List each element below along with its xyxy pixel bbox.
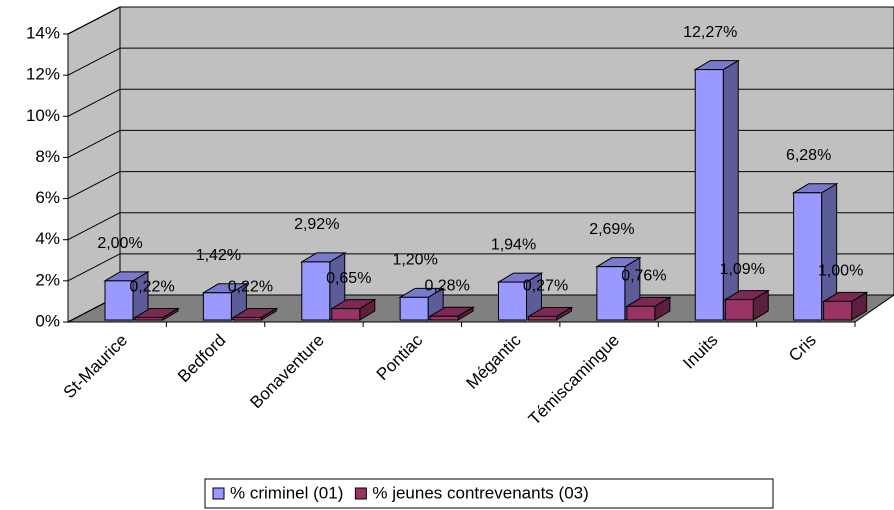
bar-front — [399, 296, 429, 321]
bar — [496, 272, 544, 321]
side-wall — [67, 6, 121, 323]
bar-front — [104, 280, 134, 321]
value-label: 0,28% — [424, 277, 469, 294]
bar — [595, 256, 642, 321]
bar — [526, 306, 574, 321]
value-label: 2,69% — [589, 221, 634, 238]
bar — [231, 307, 279, 321]
bar-front — [498, 281, 527, 321]
bar — [791, 182, 839, 321]
bar-side — [722, 59, 739, 321]
legend-swatch — [212, 487, 225, 500]
grid-line — [67, 47, 121, 76]
grid-line — [67, 88, 121, 117]
y-tick-label: 12% — [26, 65, 60, 84]
grid-line — [67, 253, 121, 282]
bar — [103, 270, 150, 321]
x-tick-label: Cris — [785, 331, 820, 366]
legend-swatch — [354, 487, 367, 500]
floor — [67, 294, 894, 323]
x-tick-label: Pontiac — [373, 330, 427, 384]
y-tick-label: 2% — [35, 270, 60, 289]
y-tick-label: 6% — [35, 188, 60, 207]
y-tick-label: 14% — [26, 23, 60, 42]
bar-front — [823, 300, 853, 321]
value-label: 12,27% — [683, 24, 737, 41]
bar-front — [301, 261, 331, 321]
bar-front — [596, 266, 626, 321]
value-label: 2,92% — [294, 216, 339, 233]
value-label: 6,28% — [786, 147, 831, 164]
bar — [329, 298, 377, 321]
bar — [428, 306, 475, 321]
value-label: 1,09% — [720, 261, 765, 278]
value-label: 2,00% — [97, 235, 142, 252]
grid-line — [67, 171, 121, 200]
bar-front — [134, 316, 164, 321]
bar — [299, 252, 347, 321]
value-label: 0,27% — [523, 278, 568, 295]
x-tick-label: Bedford — [174, 331, 230, 387]
grid-line — [67, 129, 121, 158]
grid-line — [67, 212, 121, 241]
x-tick-label: Mégantic — [462, 330, 525, 393]
bar — [133, 307, 180, 321]
y-tick-label: 8% — [35, 147, 60, 166]
bar-front — [626, 305, 656, 321]
value-label: 1,00% — [818, 263, 863, 280]
bar-front — [793, 192, 823, 321]
bar — [201, 282, 249, 321]
legend-label: % criminel (01) — [230, 483, 343, 502]
value-label: 0,65% — [326, 270, 371, 287]
value-label: 0,22% — [228, 279, 273, 296]
bar-front — [694, 69, 724, 321]
bar-front — [724, 299, 754, 321]
value-label: 1,42% — [196, 247, 241, 264]
bar — [625, 296, 672, 321]
y-tick-label: 4% — [35, 229, 60, 248]
bar-front — [232, 316, 262, 321]
bar-front — [331, 308, 361, 321]
bar — [693, 59, 741, 321]
bar — [723, 289, 771, 321]
grid-line — [67, 6, 121, 35]
x-tick-label: Témiscamingue — [525, 331, 623, 429]
value-label: 0,22% — [129, 279, 174, 296]
legend: % criminel (01) % jeunes contrevenants (0… — [204, 478, 774, 509]
bar — [821, 291, 869, 321]
x-tick-label: Bonaventure — [246, 331, 328, 413]
y-tick-label: 0% — [35, 311, 60, 330]
bar-front — [429, 315, 459, 321]
value-label: 1,20% — [392, 252, 437, 269]
legend-label: % jeunes contrevenants (03) — [372, 483, 588, 502]
value-label: 0,76% — [621, 268, 666, 285]
x-tick-label: St-Maurice — [60, 331, 132, 403]
bar-front — [202, 292, 232, 321]
legend-box — [204, 478, 774, 509]
bar-front — [528, 315, 557, 321]
value-label: 1,94% — [491, 236, 536, 253]
x-tick-label: Inuits — [679, 331, 721, 373]
y-tick-label: 10% — [26, 106, 60, 125]
